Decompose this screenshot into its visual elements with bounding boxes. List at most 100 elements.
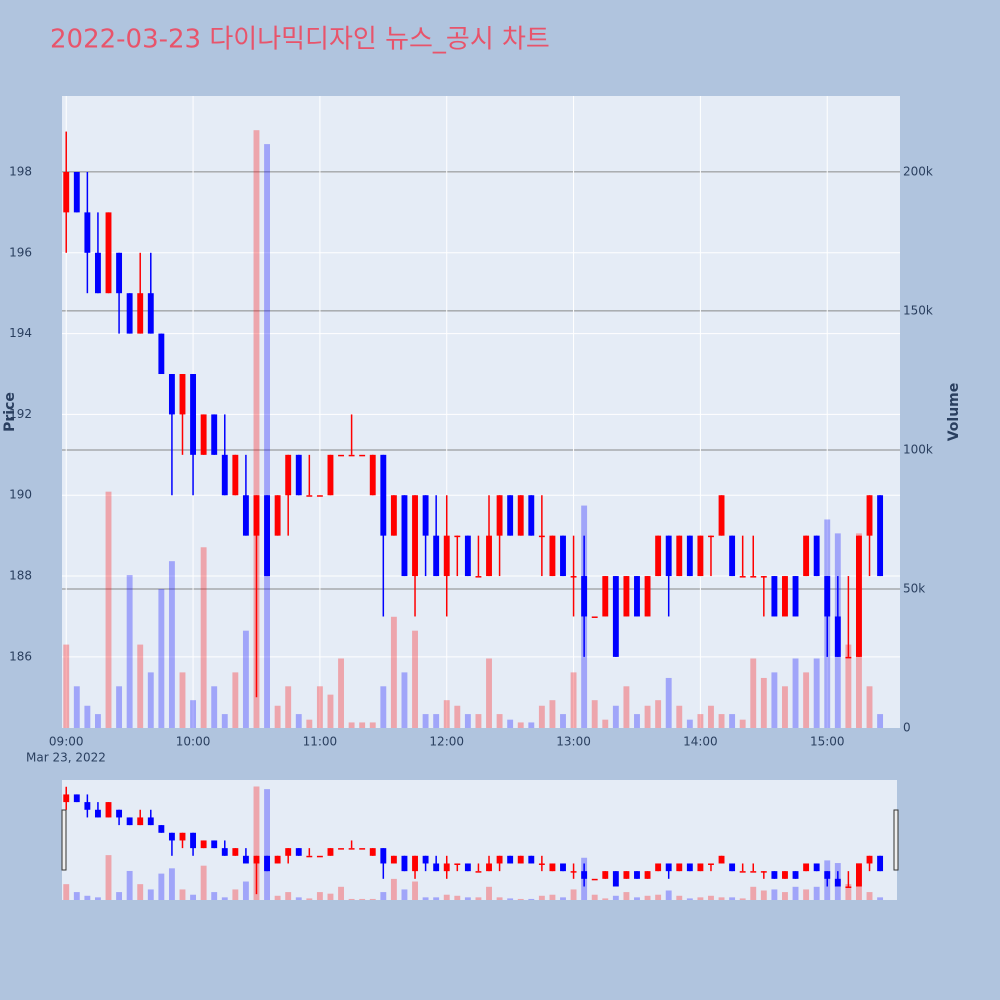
slider-volume-bar <box>179 889 186 900</box>
slider-volume-bar <box>84 895 91 900</box>
candle-body <box>242 495 249 536</box>
candle-body <box>158 333 165 375</box>
slider-volume-bar <box>242 881 249 900</box>
slider-handle[interactable] <box>893 809 899 871</box>
candle-body <box>877 495 884 577</box>
slider-candle-body <box>739 871 746 873</box>
volume-bar <box>570 672 577 728</box>
volume-bar <box>877 714 884 728</box>
slider-candle-body <box>708 863 714 865</box>
candle-body <box>116 252 123 294</box>
slider-candle-body <box>750 871 757 873</box>
slider-candle-body <box>443 863 450 872</box>
slider-candle-body <box>433 863 440 872</box>
slider-candle-body <box>105 802 112 818</box>
y-tick-label: 194 <box>9 326 32 340</box>
slider-volume-bar <box>73 892 80 900</box>
y2-tick-label: 0 <box>903 721 911 735</box>
candle-body <box>137 293 144 334</box>
candle-body <box>380 454 387 536</box>
slider-volume-bar <box>316 892 323 900</box>
volume-bar <box>137 644 144 728</box>
slider-volume-bar <box>327 893 334 900</box>
candle-body <box>856 535 862 657</box>
slider-handle[interactable] <box>61 809 67 871</box>
slider-candle-body <box>644 871 651 879</box>
slider-candle-body <box>464 863 471 872</box>
candle-body <box>63 171 70 213</box>
volume-bar <box>158 588 165 728</box>
slider-candle-body <box>168 832 175 841</box>
volume-bar <box>813 658 820 728</box>
volume-bar <box>760 677 767 728</box>
slider-volume-bar <box>264 789 270 900</box>
slider-candle-body <box>137 817 144 826</box>
range-slider[interactable] <box>62 780 897 900</box>
volume-bar <box>845 644 852 728</box>
slider-candle-body <box>401 855 408 872</box>
slider-candle-body <box>771 871 778 879</box>
slider-candle-body <box>338 848 344 850</box>
slider-candle-body <box>475 871 482 873</box>
candle-body <box>348 454 355 457</box>
volume-bar <box>264 144 270 729</box>
slider-volume-bar <box>147 889 154 900</box>
slider-volume-bar <box>306 898 313 900</box>
slider-volume-bar <box>63 884 70 900</box>
candle-body <box>454 535 461 538</box>
volume-bar <box>327 694 334 728</box>
candle-body <box>285 454 292 496</box>
slider-volume-bar <box>433 897 440 900</box>
volume-bar <box>401 672 408 728</box>
candle-body <box>760 576 767 578</box>
slider-candle-body <box>295 848 302 856</box>
candle-body <box>73 171 80 213</box>
slider-candle-body <box>84 802 91 810</box>
slider-volume-bar <box>380 892 387 900</box>
volume-bar <box>866 686 873 728</box>
slider-volume-bar <box>443 894 450 900</box>
slider-volume-bar <box>623 892 630 900</box>
slider-volume-bar <box>813 886 820 900</box>
slider-candle-body <box>116 809 123 818</box>
slider-volume-bar <box>285 892 292 900</box>
y2-tick-label: 200k <box>903 164 933 178</box>
slider-volume-bar <box>94 897 101 900</box>
slider-candle-body <box>496 855 503 864</box>
x-tick-label: 09:00 <box>49 735 84 749</box>
volume-bar <box>369 722 376 728</box>
candle-body <box>528 495 535 536</box>
volume-bar <box>686 719 693 728</box>
slider-candle-body <box>158 825 165 833</box>
x-tick-label: 13:00 <box>556 735 591 749</box>
volume-bar <box>729 714 736 728</box>
y-axis-title: Price <box>2 392 18 432</box>
slider-candle-body <box>813 863 820 872</box>
candle-body <box>94 252 101 294</box>
volume-bar <box>517 722 524 728</box>
slider-volume-bar <box>570 889 577 900</box>
candle-body <box>845 656 852 659</box>
candle-body <box>612 576 619 657</box>
slider-candle-body <box>147 817 154 826</box>
candle-body <box>253 495 260 536</box>
slider-candle-body <box>760 871 767 873</box>
volume-bar <box>390 616 397 728</box>
slider-volume-bar <box>803 889 810 900</box>
volume-bar <box>433 714 440 728</box>
slider-volume-bar <box>686 898 693 900</box>
slider-candle-body <box>665 863 672 872</box>
x-tick-label: 14:00 <box>683 735 718 749</box>
volume-bar <box>168 561 175 728</box>
slider-volume-bar <box>295 897 302 900</box>
candle-body <box>655 535 662 577</box>
candle-body <box>834 616 841 657</box>
slider-volume-bar <box>866 892 873 900</box>
candle-body <box>644 576 651 617</box>
volume-bar <box>422 714 429 728</box>
candle-body <box>84 212 91 253</box>
slider-candle-body <box>422 855 429 864</box>
slider-volume-bar <box>877 897 884 900</box>
volume-bar <box>380 686 387 728</box>
